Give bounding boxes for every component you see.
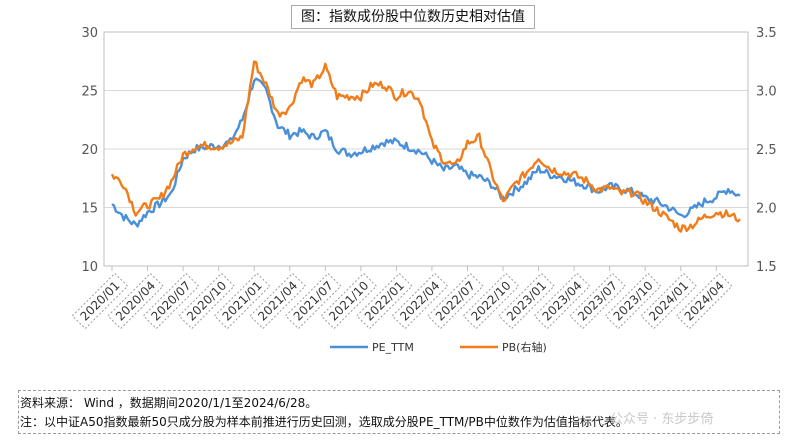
footnote-frame xyxy=(18,390,780,434)
plot-area-frame xyxy=(103,31,749,267)
left-tick-label: 15 xyxy=(81,202,98,217)
chart-title: 图：指数成份股中位数历史相对估值 xyxy=(291,5,535,29)
footnote-note: 注：以中证A50指数最新50只成分股为样本前推进行历史回测，选取成分股PE_TT… xyxy=(20,415,628,429)
left-tick-label: 20 xyxy=(81,143,98,158)
legend-label: PE_TTM xyxy=(372,341,414,354)
right-tick-label: 1.5 xyxy=(756,260,777,275)
left-tick-label: 30 xyxy=(81,26,98,41)
right-axis-ticks: 1.5 2.0 2.5 3.0 3.5 xyxy=(756,26,777,275)
series-lines xyxy=(110,60,741,233)
right-tick-label: 3.0 xyxy=(756,85,777,100)
chart-legend: PE_TTM PB(右轴) xyxy=(330,340,547,354)
left-axis-ticks: 10 15 20 25 30 xyxy=(81,26,98,275)
watermark: 公众号 · 东步步倚 xyxy=(610,412,714,427)
left-tick-label: 25 xyxy=(81,85,98,100)
right-tick-label: 2.0 xyxy=(756,202,777,217)
right-tick-label: 3.5 xyxy=(756,26,777,41)
x-tick-label: 2024/04 xyxy=(682,278,727,323)
x-axis-ticks: 2020/012020/042020/072020/102021/012021/… xyxy=(71,266,733,330)
legend-label: PB(右轴) xyxy=(502,340,547,354)
right-tick-label: 2.5 xyxy=(756,143,777,158)
footnote-source: 资料来源： Wind ，数据期间2020/1/1至2024/6/28。 xyxy=(20,396,318,410)
left-tick-label: 10 xyxy=(81,260,98,275)
pb-line xyxy=(110,60,741,233)
